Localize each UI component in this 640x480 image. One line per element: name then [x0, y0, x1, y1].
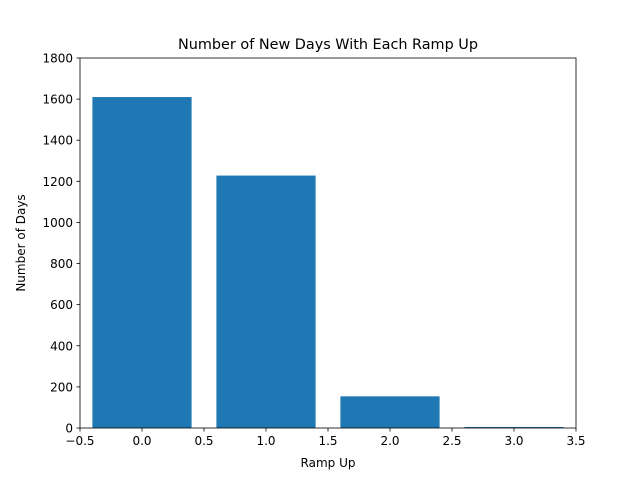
x-tick-label-7: 3.0 [504, 434, 523, 448]
x-tick-label-1: 0.0 [132, 434, 151, 448]
y-tick-label-2: 400 [50, 339, 73, 353]
x-tick-label-6: 2.5 [442, 434, 461, 448]
x-tick-label-4: 1.5 [318, 434, 337, 448]
bar-0 [92, 97, 192, 429]
x-tick-label-5: 2.0 [380, 434, 399, 448]
bars-group [92, 97, 564, 429]
bar-1 [216, 175, 316, 428]
y-tick-label-4: 800 [50, 257, 73, 271]
y-tick-label-3: 600 [50, 298, 73, 312]
y-tick-label-1: 200 [50, 380, 73, 394]
chart-title: Number of New Days With Each Ramp Up [178, 37, 478, 53]
x-tick-label-0: −0.5 [65, 434, 94, 448]
y-axis-label: Number of Days [14, 194, 28, 291]
y-tick-label-0: 0 [65, 422, 73, 436]
y-tick-label-9: 1800 [42, 52, 73, 66]
y-tick-label-7: 1400 [42, 134, 73, 148]
x-tick-label-8: 3.5 [566, 434, 585, 448]
x-tick-label-3: 1.0 [256, 434, 275, 448]
y-tick-label-6: 1200 [42, 175, 73, 189]
y-tick-label-5: 1000 [42, 216, 73, 230]
y-axis-ticks: 0 200 400 600 800 1000 1200 1400 1600 1800 [42, 52, 80, 436]
y-tick-label-8: 1600 [42, 93, 73, 107]
bar-2 [340, 396, 440, 428]
bar-3 [464, 426, 564, 428]
x-axis-ticks: −0.5 0.0 0.5 1.0 1.5 2.0 2.5 3.0 3.5 [65, 428, 586, 448]
x-tick-label-2: 0.5 [194, 434, 213, 448]
x-axis-label: Ramp Up [301, 456, 356, 470]
